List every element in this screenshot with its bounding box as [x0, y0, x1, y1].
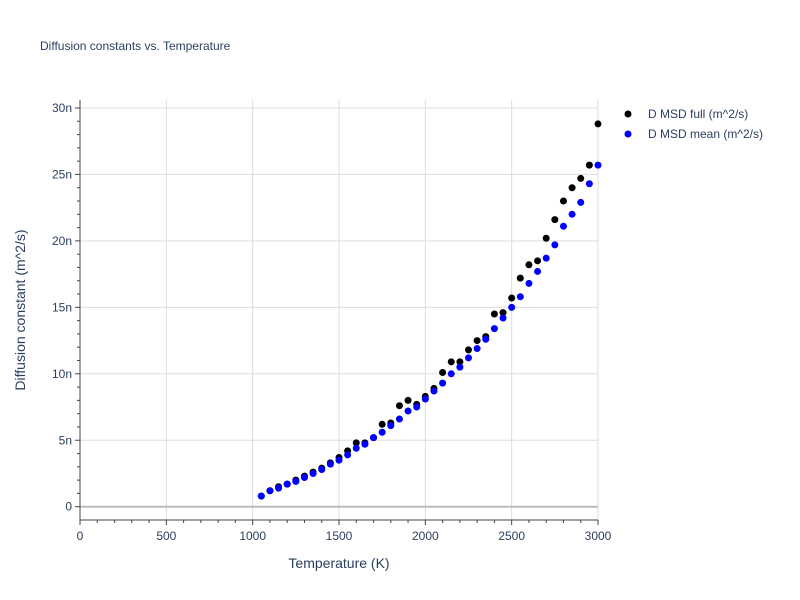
legend-marker-full: [624, 110, 632, 118]
point-msd-mean[interactable]: [456, 363, 464, 371]
point-msd-mean[interactable]: [335, 456, 343, 464]
point-msd-mean[interactable]: [413, 403, 421, 411]
x-tick-label: 1000: [239, 529, 266, 543]
point-msd-full[interactable]: [473, 337, 481, 345]
point-msd-mean[interactable]: [551, 241, 559, 249]
point-msd-mean[interactable]: [370, 434, 378, 442]
point-msd-full[interactable]: [568, 184, 576, 192]
x-tick-label: 0: [77, 529, 84, 543]
point-msd-mean[interactable]: [577, 198, 585, 206]
point-msd-mean[interactable]: [318, 465, 326, 473]
point-msd-mean[interactable]: [482, 335, 490, 343]
chart-title: Diffusion constants vs. Temperature: [40, 39, 231, 53]
point-msd-mean[interactable]: [499, 314, 507, 322]
point-msd-full[interactable]: [508, 294, 516, 302]
point-msd-full[interactable]: [447, 358, 455, 366]
point-msd-mean[interactable]: [534, 267, 542, 275]
legend-item-mean[interactable]: D MSD mean (m^2/s): [624, 127, 763, 141]
point-msd-mean[interactable]: [326, 460, 334, 468]
point-msd-full[interactable]: [499, 309, 507, 317]
point-msd-mean[interactable]: [439, 379, 447, 387]
y-tick-label: 20n: [52, 234, 72, 248]
axes-layer: 0 500 1000 1500 2000 2500 3000 0 5n 10n 15n 20n 25n 3…: [52, 100, 612, 543]
point-msd-mean[interactable]: [283, 480, 291, 488]
point-msd-mean[interactable]: [344, 451, 352, 459]
point-msd-mean[interactable]: [465, 354, 472, 362]
legend-label-mean: D MSD mean (m^2/s): [648, 127, 763, 141]
point-msd-mean[interactable]: [447, 370, 455, 378]
point-msd-full[interactable]: [534, 257, 542, 265]
point-msd-mean[interactable]: [585, 180, 593, 188]
point-msd-full[interactable]: [378, 420, 386, 428]
legend-item-full[interactable]: D MSD full (m^2/s): [624, 107, 749, 121]
point-msd-mean[interactable]: [490, 325, 498, 333]
point-msd-full[interactable]: [404, 396, 412, 404]
x-tick-label: 2500: [498, 529, 525, 543]
y-tick-label: 30n: [52, 101, 72, 115]
x-axis-title: Temperature (K): [288, 555, 389, 571]
point-msd-full[interactable]: [516, 274, 524, 282]
legend-marker-mean: [624, 130, 632, 138]
legend-label-full: D MSD full (m^2/s): [648, 107, 748, 121]
point-msd-mean[interactable]: [387, 422, 395, 430]
point-msd-full[interactable]: [490, 310, 498, 318]
point-msd-mean[interactable]: [473, 345, 481, 353]
point-msd-mean[interactable]: [300, 473, 308, 481]
y-tick-label: 0: [65, 500, 72, 514]
y-axis-title: Diffusion constant (m^2/s): [12, 229, 28, 390]
point-msd-full[interactable]: [525, 261, 533, 269]
y-tick-label: 10n: [52, 367, 72, 381]
x-tick-label: 1500: [326, 529, 353, 543]
point-msd-full[interactable]: [559, 197, 567, 205]
y-tick-label: 25n: [52, 167, 72, 181]
point-msd-mean[interactable]: [568, 210, 576, 218]
y-tick-label: 15n: [52, 300, 72, 314]
x-tick-label: 500: [156, 529, 176, 543]
point-msd-full[interactable]: [395, 402, 403, 410]
point-msd-mean[interactable]: [395, 415, 403, 423]
point-msd-mean[interactable]: [525, 279, 533, 287]
point-msd-full[interactable]: [352, 439, 360, 447]
point-msd-full[interactable]: [585, 161, 593, 169]
point-msd-mean[interactable]: [378, 428, 386, 436]
point-msd-mean[interactable]: [352, 444, 360, 452]
x-tick-label: 2000: [412, 529, 439, 543]
point-msd-full[interactable]: [542, 234, 550, 242]
point-msd-mean[interactable]: [275, 484, 283, 492]
point-msd-mean[interactable]: [594, 161, 602, 169]
point-msd-mean[interactable]: [430, 387, 438, 395]
point-msd-mean[interactable]: [309, 469, 317, 477]
point-msd-mean[interactable]: [404, 407, 412, 415]
point-msd-mean[interactable]: [508, 303, 516, 311]
y-tick-label: 5n: [59, 433, 72, 447]
point-msd-mean[interactable]: [257, 492, 265, 500]
point-msd-mean[interactable]: [266, 487, 274, 495]
point-msd-full[interactable]: [465, 346, 472, 354]
point-msd-full[interactable]: [577, 174, 585, 182]
point-msd-full[interactable]: [551, 216, 559, 224]
point-msd-full[interactable]: [594, 120, 602, 128]
legend[interactable]: D MSD full (m^2/s) D MSD mean (m^2/s): [624, 107, 763, 141]
point-msd-mean[interactable]: [559, 222, 567, 230]
point-msd-mean[interactable]: [542, 254, 550, 262]
points-layer: [257, 120, 602, 500]
point-msd-full[interactable]: [456, 358, 464, 366]
point-msd-mean[interactable]: [421, 395, 429, 403]
point-msd-mean[interactable]: [361, 440, 369, 448]
point-msd-full[interactable]: [439, 368, 447, 376]
point-msd-mean[interactable]: [516, 293, 524, 301]
point-msd-mean[interactable]: [292, 477, 300, 485]
x-tick-label: 3000: [585, 529, 612, 543]
